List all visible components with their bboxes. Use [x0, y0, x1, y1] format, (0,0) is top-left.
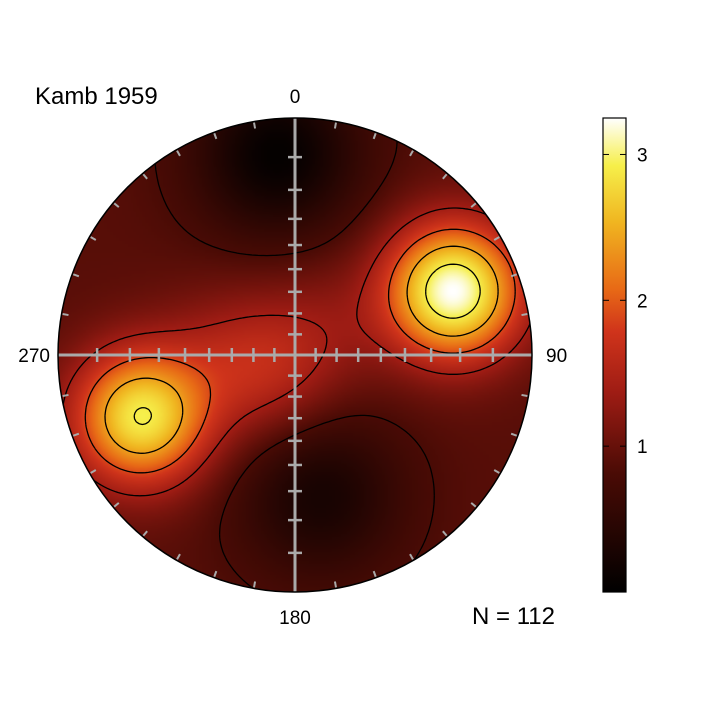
axis-cross [58, 118, 532, 592]
colorbar-tick-label: 3 [637, 145, 648, 166]
rim-tick [72, 432, 80, 437]
rim-tick [493, 236, 500, 241]
azimuth-label-east: 90 [546, 346, 567, 367]
rim-tick [333, 581, 337, 588]
rim-tick [442, 530, 448, 537]
contour-level-5 [133, 263, 481, 426]
contour-level-4 [104, 245, 499, 454]
rim-tick [333, 122, 337, 129]
contour-lines [61, 119, 532, 592]
net-outline [57, 117, 533, 593]
rim-tick [521, 393, 528, 397]
rim-tick [176, 553, 181, 560]
rim-tick [470, 202, 477, 208]
rim-tick [113, 502, 120, 508]
rim-tick [213, 132, 218, 140]
colorbar-tick-label: 1 [637, 437, 648, 458]
rim-tick [372, 132, 377, 140]
contour-level-3 [84, 228, 516, 474]
rim-tick [409, 553, 414, 560]
chart-title: Kamb 1959 [35, 83, 158, 110]
rim-tick [409, 150, 414, 157]
azimuth-label-north: 0 [290, 87, 301, 108]
rim-tick [90, 236, 97, 241]
rim-tick [213, 570, 218, 578]
rim-tick [113, 202, 120, 208]
azimuth-label-south: 180 [279, 608, 311, 629]
colorbar-gradient [602, 117, 627, 593]
azimuth-ticks [62, 122, 528, 588]
rim-tick [142, 530, 148, 537]
rim-tick [176, 150, 181, 157]
rim-tick [442, 173, 448, 180]
sample-count: N = 112 [472, 603, 555, 630]
rim-tick [470, 502, 477, 508]
rim-tick [62, 313, 69, 317]
rim-tick [510, 432, 518, 437]
rim-tick [253, 122, 257, 129]
rim-tick [510, 273, 518, 278]
rim-tick [253, 581, 257, 588]
azimuth-label-west: 270 [18, 346, 50, 367]
rim-tick [521, 313, 528, 317]
rim-tick [372, 570, 377, 578]
rim-tick [72, 273, 80, 278]
rim-tick [142, 173, 148, 180]
colorbar-ticks: 1 2 3 [603, 145, 648, 458]
colorbar-tick-label: 2 [637, 291, 648, 312]
rim-tick [62, 393, 69, 397]
colorbar: 1 2 3 [602, 117, 648, 593]
rim-tick [493, 469, 500, 474]
rim-tick [90, 469, 97, 474]
